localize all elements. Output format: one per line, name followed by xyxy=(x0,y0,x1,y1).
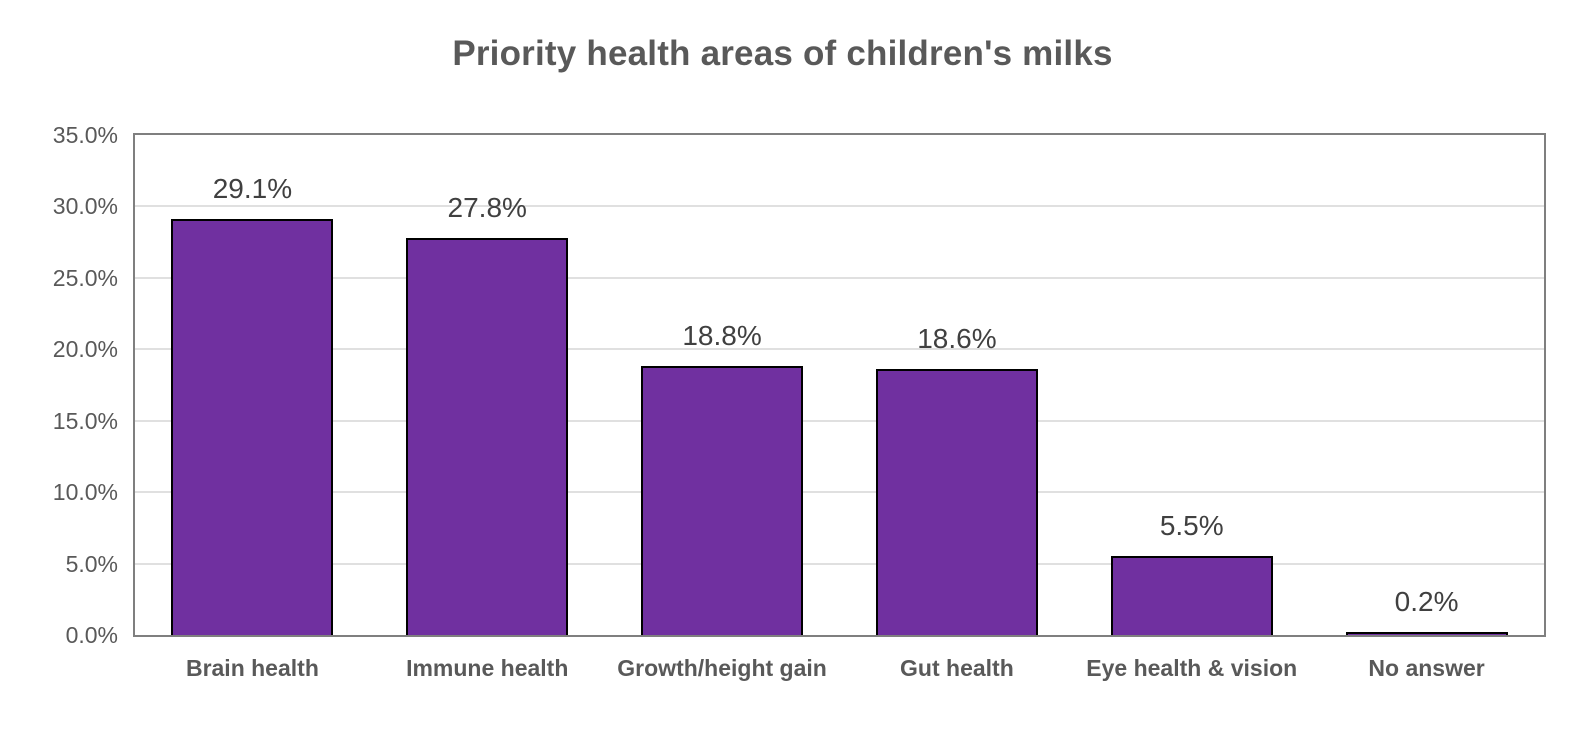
y-tick-label: 35.0% xyxy=(52,122,118,148)
plot-area: 29.1% 27.8% 18.8% 18.6% 5.5% 0.2% xyxy=(133,133,1546,637)
bar-value-label: 5.5% xyxy=(1159,510,1224,542)
gridline xyxy=(135,562,1544,565)
bar-value-label: 29.1% xyxy=(212,173,293,205)
bar xyxy=(171,219,334,635)
y-tick-label: 30.0% xyxy=(52,193,118,220)
bar-value-label: 18.6% xyxy=(917,323,997,355)
gridline xyxy=(135,491,1544,494)
bar-value-label: 18.8% xyxy=(682,320,762,352)
bar-value-label: 27.8% xyxy=(447,191,527,223)
category-label: Gut health xyxy=(900,655,1014,681)
bar xyxy=(641,366,804,635)
y-tick-label: 5.0% xyxy=(65,550,118,577)
category-label: Brain health xyxy=(185,655,319,681)
y-tick-label: 0.0% xyxy=(65,622,118,648)
gridline xyxy=(135,419,1544,422)
category-label: Growth/height gain xyxy=(617,655,827,681)
bar xyxy=(1110,556,1273,635)
category-label: Immune health xyxy=(406,655,569,681)
gridline xyxy=(135,348,1544,351)
y-tick-label: 25.0% xyxy=(52,264,118,291)
bar-value-label: 0.2% xyxy=(1394,586,1459,617)
y-tick-label: 20.0% xyxy=(52,336,118,363)
bar xyxy=(406,237,569,635)
gridline xyxy=(135,205,1544,208)
bar xyxy=(1345,632,1508,635)
category-label: Eye health & vision xyxy=(1086,655,1298,681)
chart-title: Priority health areas of children's milk… xyxy=(452,34,1113,73)
category-label: No answer xyxy=(1368,655,1485,681)
y-tick-label: 15.0% xyxy=(52,407,118,434)
bar xyxy=(875,369,1038,635)
y-tick-label: 10.0% xyxy=(52,479,118,506)
gridline xyxy=(135,276,1544,279)
